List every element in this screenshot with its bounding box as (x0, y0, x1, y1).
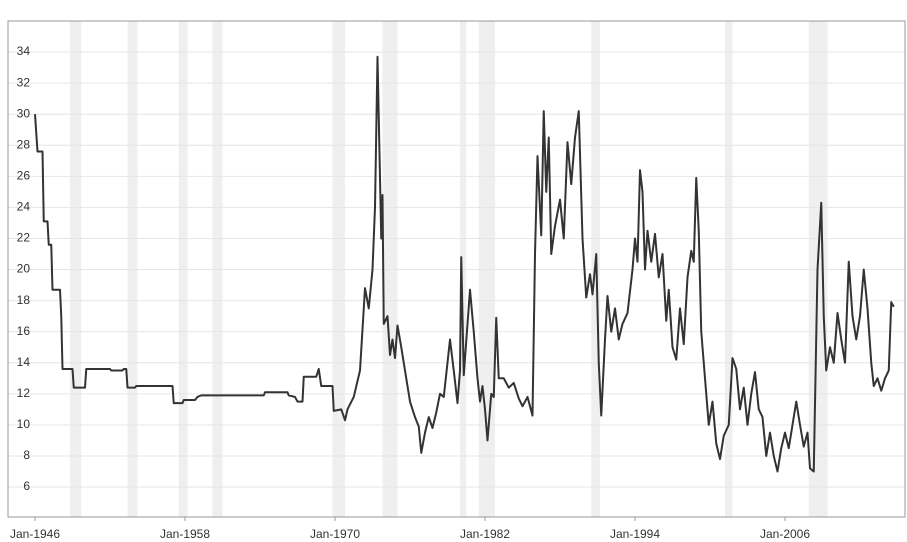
y-tick-label: 28 (17, 137, 31, 151)
recession-band (382, 21, 398, 517)
recession-band (212, 21, 223, 517)
x-tick-label: Jan-1994 (610, 527, 660, 541)
y-tick-label: 12 (17, 386, 31, 400)
y-tick-label: 8 (23, 448, 30, 462)
y-tick-label: 30 (17, 106, 31, 120)
recession-band (478, 21, 495, 517)
y-tick-label: 22 (17, 231, 31, 245)
plot-area (8, 21, 905, 517)
recession-band (460, 21, 467, 517)
y-tick-label: 24 (17, 200, 31, 214)
recession-band (127, 21, 138, 517)
y-tick-label: 34 (17, 44, 31, 58)
x-tick-label: Jan-2006 (760, 527, 810, 541)
x-tick-label: Jan-1982 (460, 527, 510, 541)
x-tick-label: Jan-1970 (310, 527, 360, 541)
y-tick-label: 26 (17, 169, 31, 183)
y-tick-label: 32 (17, 75, 31, 89)
recession-band (178, 21, 188, 517)
y-tick-label: 16 (17, 324, 31, 338)
y-tick-label: 6 (23, 479, 30, 493)
y-tick-label: 20 (17, 262, 31, 276)
recession-band (70, 21, 82, 517)
series-line (34, 55, 895, 473)
recession-band (725, 21, 733, 517)
x-tick-label: Jan-1958 (160, 527, 210, 541)
y-tick-label: 18 (17, 293, 31, 307)
x-tick-label: Jan-1946 (10, 527, 60, 541)
plot-border (7, 20, 906, 518)
recession-band (332, 21, 345, 517)
y-tick-label: 10 (17, 417, 31, 431)
y-tick-label: 14 (17, 355, 31, 369)
